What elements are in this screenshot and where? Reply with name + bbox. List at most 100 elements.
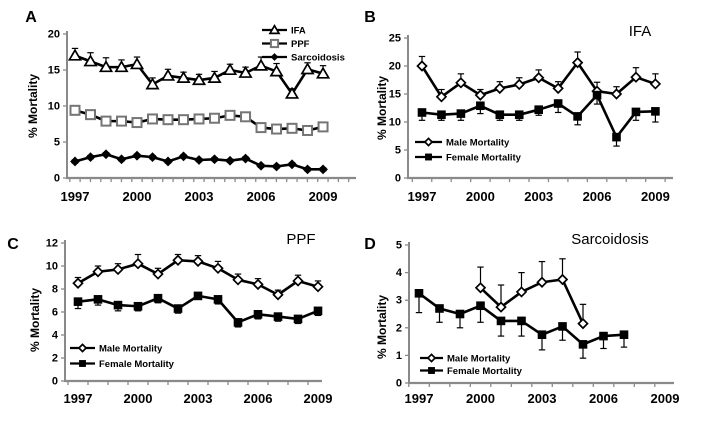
legend-label: IFA (291, 26, 306, 37)
square-open-marker (131, 117, 143, 129)
y-tick-label: 12 (46, 238, 58, 250)
square-filled-marker (213, 295, 223, 304)
square-filled-marker (293, 314, 303, 324)
legend-marker (269, 38, 280, 49)
series-ifa (67, 47, 331, 99)
triangle-open-marker (176, 70, 191, 83)
legend-label: Female Mortality (446, 153, 522, 164)
x-tick-label: 2003 (185, 189, 214, 204)
panel-title: IFA (629, 23, 652, 40)
legend-marker (426, 353, 437, 363)
square-filled-marker (514, 110, 524, 120)
diamond-filled-marker (132, 150, 142, 161)
diamond-open-marker (416, 60, 428, 72)
triangle-open-marker (253, 58, 269, 71)
series-ppf (69, 104, 329, 136)
diamond-open-marker (494, 82, 506, 95)
square-filled-marker (578, 340, 588, 349)
series-female-mortality (417, 90, 660, 147)
y-tick-label: 6 (52, 307, 58, 319)
legend-label: Sarcoidosis (291, 53, 345, 64)
panel-d-sarcoidosis-by-sex-chart: 0 1 2 3 4 5 1997 2000 2003 2006 2009 Male Mortality… (364, 231, 679, 406)
diamond-filled-marker (101, 149, 111, 160)
triangle-open-marker (191, 72, 207, 86)
series-male-mortality (474, 258, 589, 330)
legend-marker (425, 153, 432, 161)
legend-label: Male Mortality (447, 354, 511, 365)
diamond-open-marker (152, 268, 164, 280)
diamond-open-marker (112, 263, 124, 276)
diamond-open-marker (232, 274, 244, 286)
square-filled-marker (253, 310, 263, 319)
diamond-filled-marker (287, 159, 297, 170)
y-tick-label: 15 (389, 89, 401, 101)
square-filled-marker (651, 107, 660, 116)
y-tick-label: 0 (54, 173, 60, 185)
triangle-open-marker (238, 65, 253, 78)
square-filled-marker (496, 316, 506, 326)
diamond-open-marker (132, 257, 144, 270)
series-sarcoidosis (70, 149, 328, 175)
diamond-open-marker (474, 282, 487, 294)
square-open-marker (255, 122, 267, 134)
triangle-open-marker (83, 54, 98, 67)
panel-letter: D (364, 236, 376, 253)
legend-label: Male Mortality (446, 138, 510, 149)
square-filled-marker (517, 316, 526, 326)
legend: IFA PPF Sarcoidosis (262, 23, 345, 64)
legend-label: Male Mortality (99, 344, 163, 355)
diamond-open-marker (474, 89, 487, 101)
x-tick-label: 2006 (589, 391, 618, 406)
y-tick-label: 10 (46, 261, 58, 273)
series-female-mortality (73, 291, 323, 328)
square-open-marker (116, 115, 128, 127)
panel-title: Sarcoidosis (571, 231, 649, 248)
diamond-open-marker (192, 255, 204, 268)
y-tick-label: 0 (52, 376, 58, 388)
legend: Male Mortality Female Mortality (415, 137, 522, 164)
legend-marker (428, 367, 435, 374)
square-open-marker (85, 109, 97, 121)
square-filled-marker (435, 304, 444, 313)
series-female-mortality (414, 289, 629, 359)
square-filled-marker (573, 112, 582, 121)
panel-c-ppf-by-sex-chart: 0 2 4 6 8 10 12 1997 2000 2003 2006 2009 Male Mortal… (7, 231, 333, 407)
triangle-open-marker (67, 48, 83, 61)
diamond-open-marker (272, 289, 284, 301)
y-axis-title: % Mortality (375, 76, 389, 140)
triangle-open-marker (315, 66, 331, 79)
series-male-mortality (416, 51, 662, 103)
diamond-open-marker (312, 280, 324, 293)
x-tick-label: 1997 (61, 189, 90, 204)
square-open-marker (178, 114, 190, 126)
diamond-filled-marker (271, 161, 282, 172)
legend-marker (79, 360, 86, 367)
y-tick-label: 8 (52, 284, 58, 296)
y-tick-label: 20 (389, 61, 401, 73)
y-tick-label: 25 (389, 33, 401, 45)
y-tick-label: 20 (48, 29, 60, 41)
y-axis-title: % Mortality (26, 74, 40, 138)
square-open-marker (193, 113, 205, 125)
triangle-open-marker (160, 68, 176, 81)
diamond-open-marker (455, 77, 467, 89)
square-filled-marker (599, 331, 608, 341)
square-filled-marker (417, 108, 427, 117)
x-tick-label: 2009 (304, 391, 333, 406)
diamond-open-marker (630, 71, 642, 83)
diamond-open-marker (92, 266, 104, 278)
square-filled-marker (558, 322, 567, 331)
square-filled-marker (476, 101, 485, 111)
square-filled-marker (193, 291, 203, 301)
axes: 0 2 4 6 8 10 12 1997 2000 2003 2006 2009 (46, 238, 333, 407)
y-tick-label: 4 (396, 267, 403, 279)
square-open-marker (100, 115, 112, 127)
square-filled-marker (313, 306, 323, 316)
x-tick-label: 2000 (466, 391, 495, 406)
square-filled-marker (173, 304, 183, 313)
diamond-open-marker (610, 88, 623, 100)
x-tick-label: 1997 (405, 391, 434, 406)
panel-b-ifa-by-sex-chart: 0 5 10 15 20 25 1997 2000 2003 2006 2009 Male Morta… (364, 9, 673, 204)
triangle-open-marker (114, 60, 129, 73)
